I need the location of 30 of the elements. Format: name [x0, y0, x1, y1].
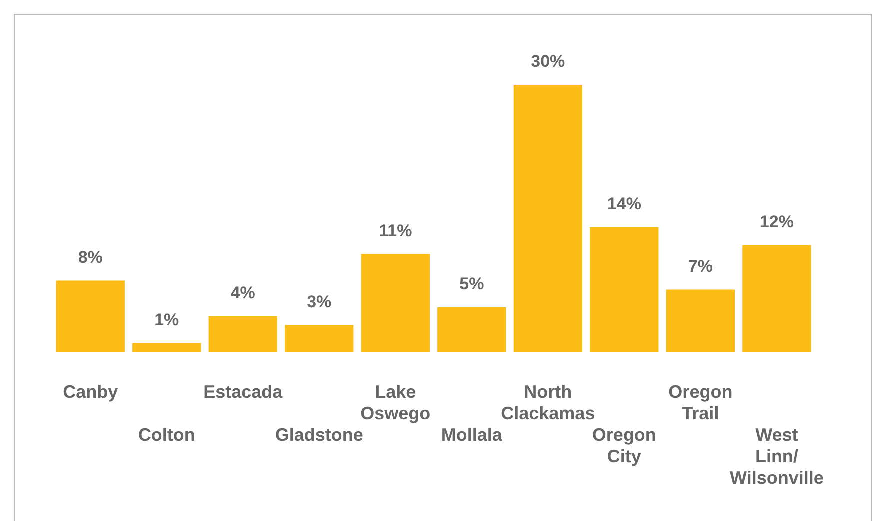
x-tick-label: Mollala: [441, 424, 504, 445]
x-tick-label: Estacada: [204, 382, 284, 402]
x-tick-label: Canby: [63, 382, 118, 402]
x-tick-label: West Linn/ Wilsonville: [730, 424, 824, 488]
bar: [590, 227, 659, 352]
bar: [742, 245, 812, 352]
data-label: 4%: [230, 284, 256, 303]
x-tick-label: Colton: [138, 424, 196, 445]
x-tick-label: North Clackamas: [501, 382, 596, 424]
bar: [438, 308, 506, 352]
data-label: 14%: [607, 194, 642, 214]
x-tick-label: Oregon City: [592, 424, 656, 467]
bar: [361, 254, 430, 352]
bar: [56, 280, 125, 352]
x-tick-label: Gladstone: [275, 424, 364, 445]
data-label: 30%: [531, 52, 566, 72]
data-label: 5%: [460, 274, 484, 294]
data-label: 3%: [307, 292, 332, 312]
x-tick-label: Oregon Trail: [668, 382, 733, 424]
bar: [514, 85, 582, 352]
data-label: 1%: [154, 310, 180, 330]
data-label: 12%: [760, 212, 794, 232]
bar: [666, 290, 735, 352]
data-label: 8%: [78, 248, 103, 267]
x-tick-label: Lake Oswego: [360, 382, 431, 424]
bar: [285, 325, 354, 352]
bar: [208, 316, 278, 352]
data-label: 11%: [379, 221, 412, 240]
bar: [132, 343, 202, 352]
data-label: 7%: [688, 256, 713, 276]
